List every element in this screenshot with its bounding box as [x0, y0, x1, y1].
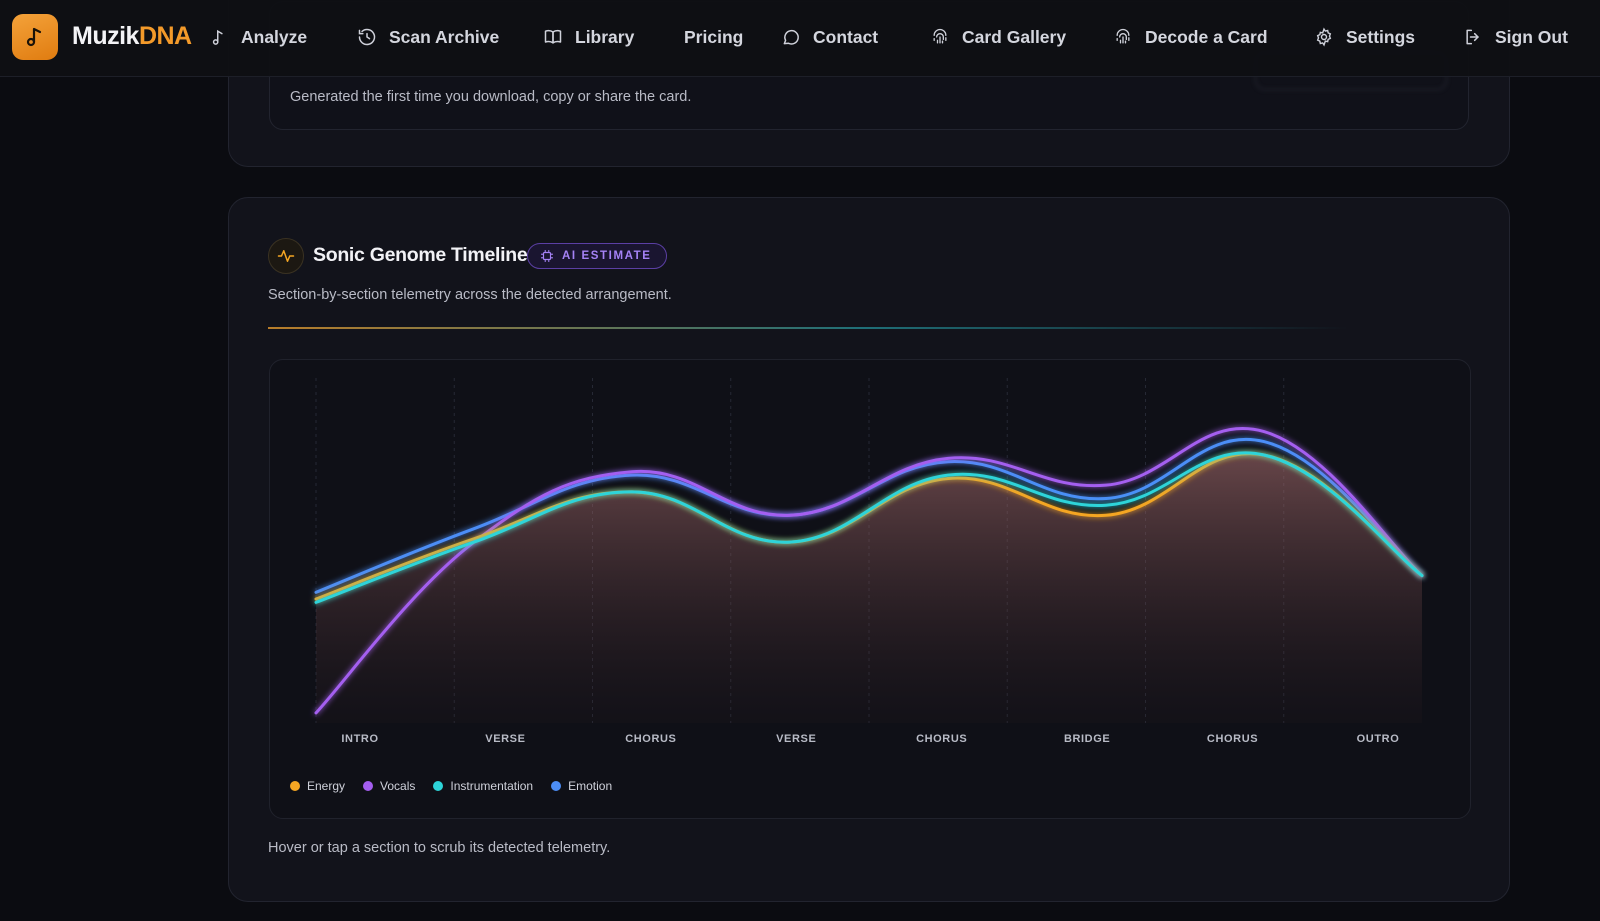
nav-label: Sign Out [1495, 26, 1568, 47]
logo[interactable] [12, 14, 58, 60]
area-fill-energy [316, 453, 1422, 723]
timeline-chart[interactable]: INTRO VERSE CHORUS VERSE CHORUS BRIDGE CHORUS O… [269, 359, 1471, 819]
section-title: Sonic Genome Timeline [313, 244, 528, 266]
nav-label: Library [575, 26, 635, 47]
x-tick-label[interactable]: CHORUS [625, 733, 676, 745]
x-tick-label[interactable]: VERSE [485, 733, 525, 745]
legend-energy[interactable]: Energy [290, 779, 345, 793]
x-tick-label[interactable]: VERSE [776, 733, 816, 745]
book-icon [544, 29, 562, 44]
nav-label: Contact [813, 26, 879, 47]
nav-label: Settings [1346, 26, 1416, 47]
nav-label: Decode a Card [1145, 26, 1268, 47]
chart-legend: Energy Vocals Instrumentation Emotion [290, 779, 612, 793]
chip-icon [541, 250, 553, 262]
music-note-icon [212, 29, 223, 45]
x-tick-label[interactable]: CHORUS [1207, 733, 1258, 745]
brand-name[interactable]: MuzikDNA [72, 22, 192, 51]
nav-label: Analyze [241, 26, 308, 47]
fingerprint-icon [933, 28, 947, 44]
nav-settings[interactable]: Settings [1314, 22, 1415, 52]
nav-scan-archive[interactable]: Scan Archive [357, 22, 499, 52]
nav-library[interactable]: Library [543, 22, 634, 52]
activity-icon [268, 238, 304, 274]
legend-dot [551, 781, 562, 791]
nav-pricing[interactable]: Pricing [684, 22, 743, 52]
x-tick-label[interactable]: CHORUS [916, 733, 967, 745]
legend-emotion[interactable]: Emotion [551, 779, 612, 793]
nav-label: Pricing [684, 26, 744, 47]
legend-dot [433, 781, 444, 791]
section-divider [268, 327, 1348, 329]
badge-label: AI ESTIMATE [562, 250, 652, 262]
nav-card-gallery[interactable]: Card Gallery [930, 22, 1066, 52]
gear-icon [1316, 27, 1332, 47]
legend-dot [363, 781, 374, 791]
legend-instrumentation[interactable]: Instrumentation [433, 779, 533, 793]
legend-label: Vocals [380, 779, 416, 793]
top-nav: MuzikDNA Analyze Scan Archive Library Pr… [0, 0, 1600, 77]
history-icon [358, 28, 376, 46]
legend-dot [290, 781, 300, 791]
nav-label: Scan Archive [389, 26, 500, 47]
brand-name-part2: DNA [138, 22, 192, 50]
brand-name-part1: Muzik [72, 22, 139, 50]
music-note-icon [26, 27, 42, 47]
x-tick-label[interactable]: OUTRO [1357, 733, 1400, 745]
nav-label: Card Gallery [962, 26, 1067, 47]
chart-canvas[interactable]: INTRO VERSE CHORUS VERSE CHORUS BRIDGE CHORUS O… [270, 360, 1470, 818]
ai-estimate-badge: AI ESTIMATE [527, 243, 667, 269]
share-card-note: Generated the first time you download, c… [290, 89, 692, 105]
x-tick-label[interactable]: INTRO [341, 733, 378, 745]
chart-footer-hint: Hover or tap a section to scrub its dete… [268, 840, 611, 856]
x-tick-label[interactable]: BRIDGE [1064, 733, 1110, 745]
legend-vocals[interactable]: Vocals [363, 779, 415, 793]
nav-sign-out[interactable]: Sign Out [1463, 22, 1568, 52]
section-subtitle: Section-by-section telemetry across the … [268, 287, 672, 303]
nav-contact[interactable]: Contact [781, 22, 878, 52]
legend-label: Emotion [568, 779, 613, 793]
chat-bubble-icon [783, 29, 799, 45]
sign-out-icon [1466, 29, 1479, 45]
series-line-instrumentation[interactable] [314, 451, 1424, 604]
nav-analyze[interactable]: Analyze [209, 22, 307, 52]
legend-label: Instrumentation [450, 779, 534, 793]
legend-label: Energy [307, 779, 346, 793]
fingerprint-icon [1116, 28, 1130, 44]
nav-decode-card[interactable]: Decode a Card [1113, 22, 1268, 52]
